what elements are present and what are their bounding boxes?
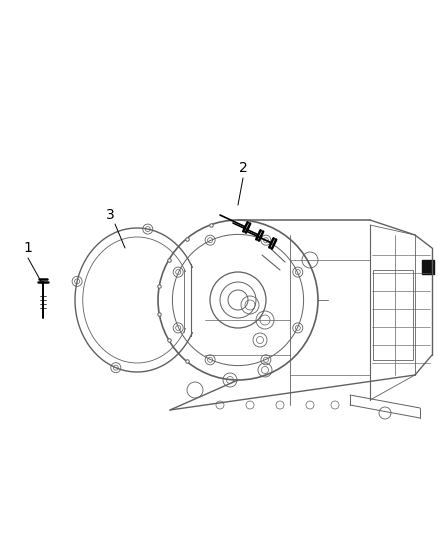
Bar <box>373 270 413 360</box>
Text: 3: 3 <box>106 208 114 222</box>
Text: 2: 2 <box>239 161 247 175</box>
Bar <box>422 260 434 274</box>
Text: 1: 1 <box>24 241 32 255</box>
